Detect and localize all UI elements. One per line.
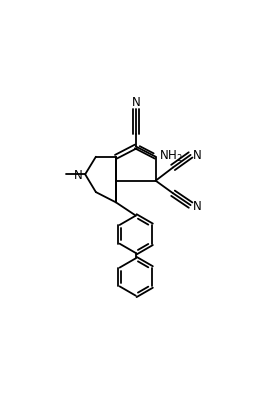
Text: N: N [131, 95, 140, 108]
Text: NH$_2$: NH$_2$ [159, 149, 183, 164]
Text: N: N [74, 169, 82, 181]
Text: N: N [193, 149, 202, 162]
Text: N: N [193, 199, 202, 212]
